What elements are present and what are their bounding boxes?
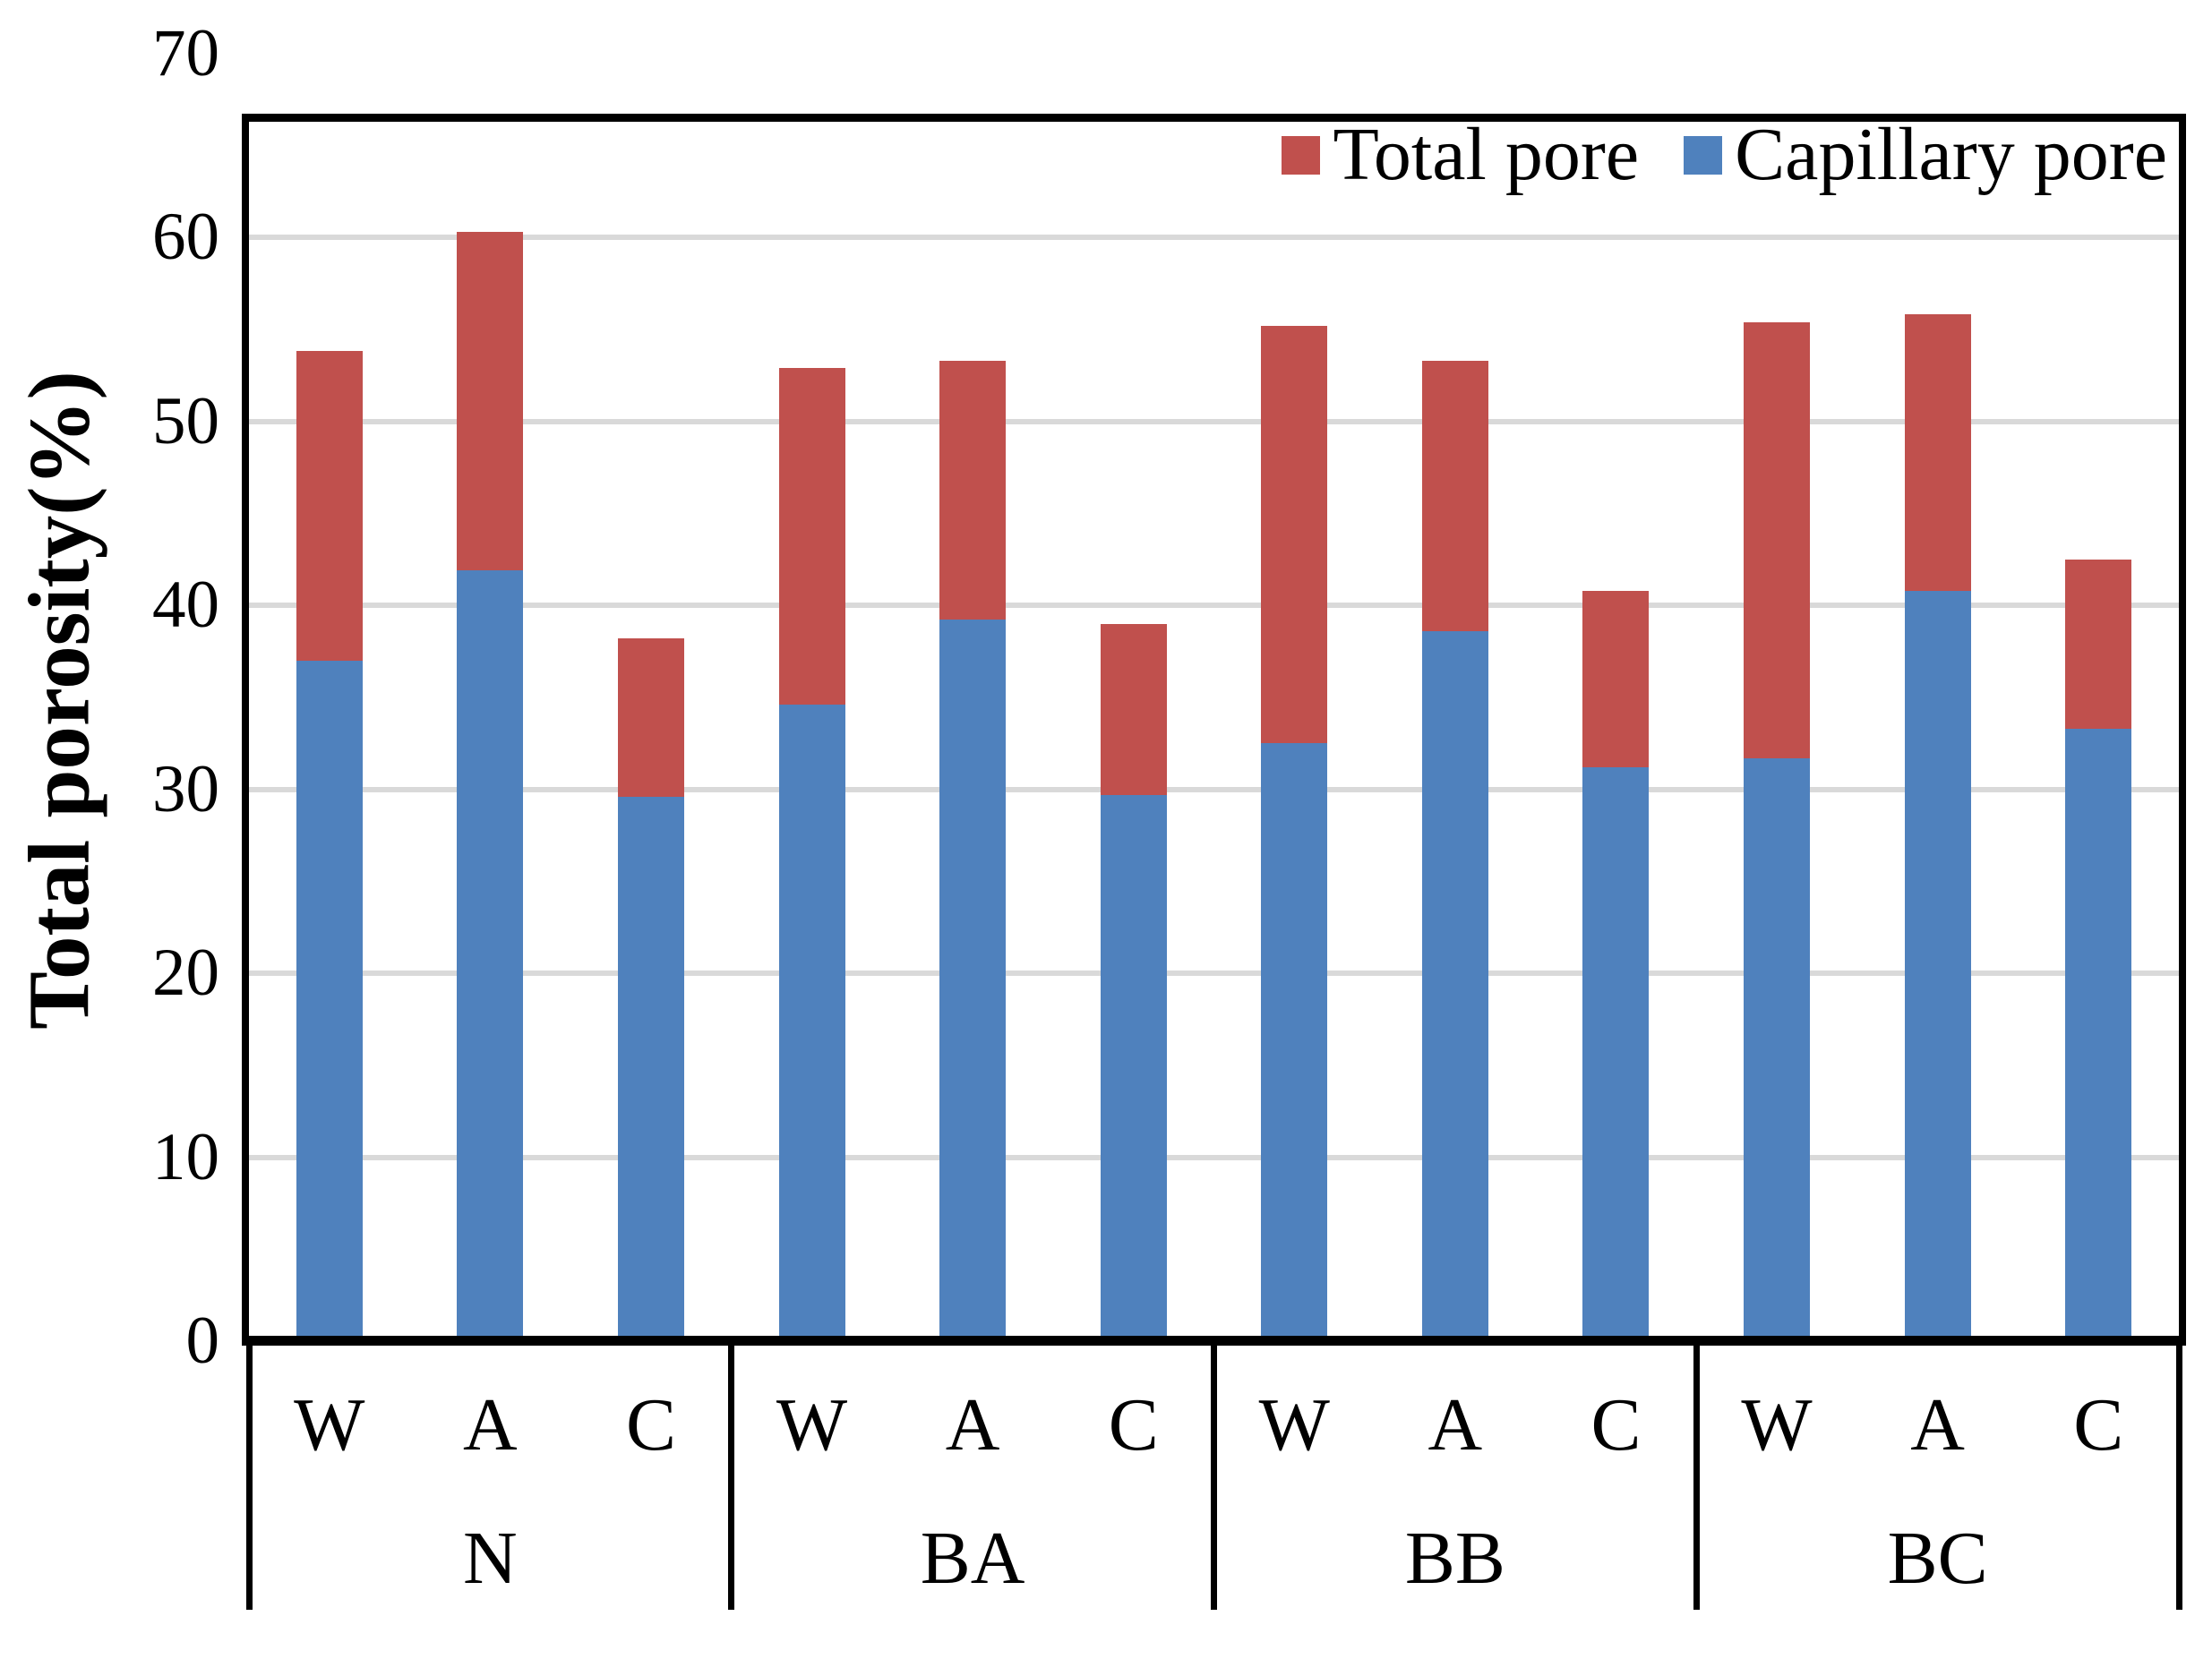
bar-BA-A-capillary-pore-segment (939, 620, 1007, 1341)
bar-BB-C-total-pore-segment (1582, 590, 1650, 767)
x-group-label-BC: BC (1887, 1517, 1988, 1600)
gridline-10 (249, 1154, 2179, 1160)
y-tick-label-40: 40 (152, 568, 219, 642)
gridline-20 (249, 971, 2179, 976)
x-group-label-N: N (463, 1517, 518, 1600)
x-label-BA-C: C (1108, 1383, 1159, 1467)
x-axis-group-divider-3 (1693, 1345, 1700, 1610)
x-label-BC-A: A (1910, 1383, 1965, 1467)
x-label-BA-W: W (776, 1383, 848, 1467)
x-group-label-BA: BA (920, 1517, 1025, 1600)
gridline-40 (249, 603, 2179, 608)
capillary-pore-swatch-icon (1684, 135, 1723, 175)
bar-BC-W-total-pore-segment (1744, 321, 1811, 758)
bar-N-A-capillary-pore-segment (457, 569, 524, 1341)
bar-BB-C-capillary-pore-segment (1582, 766, 1650, 1341)
bar-BC-C-capillary-pore-segment (2065, 728, 2132, 1341)
y-tick-label-10: 10 (152, 1119, 219, 1194)
y-tick-label-30: 30 (152, 751, 219, 826)
x-label-BC-C: C (2073, 1383, 2124, 1467)
legend-item-capillary-pore: Capillary pore (1684, 115, 2167, 195)
bar-BA-W-total-pore-segment (778, 367, 845, 705)
x-label-BB-W: W (1258, 1383, 1330, 1467)
bar-BA-A-total-pore-segment (939, 360, 1007, 620)
legend-item-total-pore: Total pore (1282, 115, 1639, 195)
bar-N-C-total-pore-segment (617, 637, 684, 797)
legend-label-total-pore: Total pore (1333, 113, 1640, 196)
x-axis-line (242, 1336, 2186, 1346)
bar-BC-W-capillary-pore-segment (1744, 757, 1811, 1341)
plot-area-border (242, 114, 2186, 1341)
x-label-BC-W: W (1741, 1383, 1813, 1467)
bar-BB-A-capillary-pore-segment (1421, 630, 1488, 1341)
x-label-N-W: W (294, 1383, 365, 1467)
gridline-50 (249, 418, 2179, 424)
legend-label-capillary-pore: Capillary pore (1735, 113, 2167, 196)
legend: Total pore Capillary pore (1282, 115, 2167, 195)
x-label-N-C: C (625, 1383, 676, 1467)
bar-BA-C-total-pore-segment (1100, 623, 1167, 795)
bar-BA-C-capillary-pore-segment (1100, 794, 1167, 1341)
x-group-label-BB: BB (1404, 1517, 1505, 1600)
bar-BB-A-total-pore-segment (1421, 360, 1488, 631)
y-tick-label-0: 0 (185, 1304, 220, 1378)
y-tick-label-50: 50 (152, 383, 219, 458)
x-axis-group-divider-1 (728, 1345, 735, 1610)
x-label-BA-A: A (945, 1383, 1000, 1467)
y-tick-label-70: 70 (152, 15, 219, 90)
gridline-60 (249, 235, 2179, 240)
y-tick-label-60: 60 (152, 200, 219, 274)
x-label-BB-A: A (1428, 1383, 1483, 1467)
total-pore-swatch-icon (1282, 135, 1321, 175)
bar-BC-A-capillary-pore-segment (1904, 590, 1971, 1341)
x-axis-group-divider-4 (2175, 1345, 2182, 1610)
x-label-N-A: A (463, 1383, 518, 1467)
bar-BB-W-capillary-pore-segment (1261, 743, 1328, 1341)
bar-BA-W-capillary-pore-segment (778, 704, 845, 1341)
x-axis-group-divider-0 (245, 1345, 253, 1610)
gridline-30 (249, 786, 2179, 792)
bar-BC-C-total-pore-segment (2065, 559, 2132, 729)
bar-N-W-capillary-pore-segment (296, 660, 363, 1341)
bar-N-C-capillary-pore-segment (617, 796, 684, 1341)
bar-N-A-total-pore-segment (457, 231, 524, 570)
bar-BC-A-total-pore-segment (1904, 314, 1971, 591)
y-tick-label-20: 20 (152, 936, 219, 1010)
x-axis-group-divider-2 (1211, 1345, 1217, 1610)
x-label-BB-C: C (1590, 1383, 1642, 1467)
bar-N-W-total-pore-segment (296, 351, 363, 661)
bar-BB-W-total-pore-segment (1261, 325, 1328, 744)
